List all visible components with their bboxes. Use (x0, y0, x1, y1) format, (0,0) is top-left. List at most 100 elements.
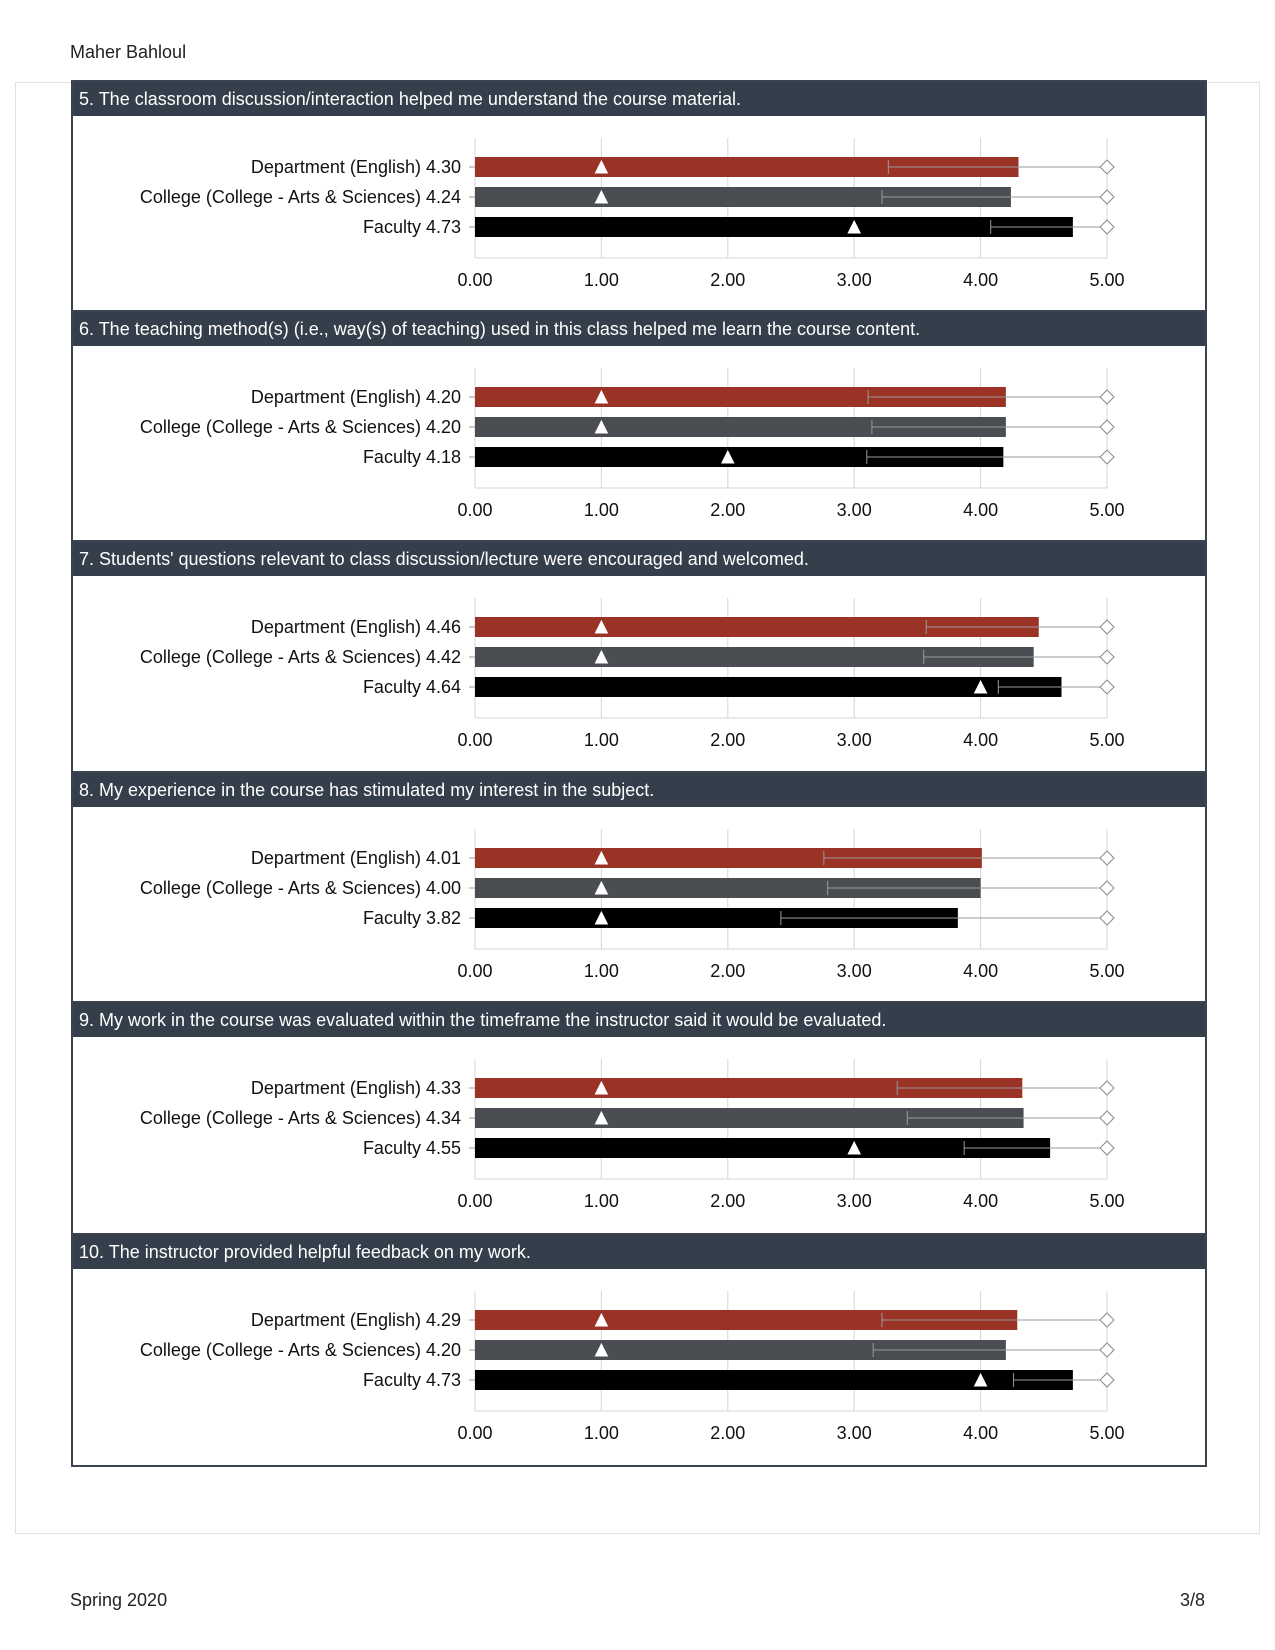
max-marker-diamond (1099, 1080, 1115, 1096)
question-title: 5. The classroom discussion/interaction … (73, 82, 1205, 116)
bar (475, 1108, 1024, 1128)
x-tick-label: 4.00 (963, 270, 998, 290)
bar (475, 387, 1006, 407)
min-marker-triangle (594, 189, 609, 204)
x-tick-label: 0.00 (457, 1423, 492, 1443)
bar (475, 1078, 1023, 1098)
x-tick-label: 2.00 (710, 961, 745, 981)
x-tick-label: 2.00 (710, 1191, 745, 1211)
max-marker-diamond (1099, 850, 1115, 866)
question-panel: 8. My experience in the course has stimu… (71, 771, 1207, 1005)
x-tick-label: 2.00 (710, 1423, 745, 1443)
x-tick-label: 1.00 (584, 1423, 619, 1443)
question-title: 9. My work in the course was evaluated w… (73, 1003, 1205, 1037)
x-tick-label: 5.00 (1089, 961, 1124, 981)
max-marker-diamond (1099, 880, 1115, 896)
footer-term: Spring 2020 (70, 1590, 168, 1610)
max-marker-diamond (1099, 389, 1115, 405)
question-panel: 7. Students' questions relevant to class… (71, 540, 1207, 774)
max-marker-diamond (1099, 649, 1115, 665)
question-panel: 9. My work in the course was evaluated w… (71, 1001, 1207, 1235)
x-tick-label: 5.00 (1089, 1423, 1124, 1443)
category-label: College (College - Arts & Sciences) 4.24 (140, 187, 461, 207)
category-label: College (College - Arts & Sciences) 4.20 (140, 417, 461, 437)
min-marker-triangle (594, 1312, 609, 1327)
max-marker-diamond (1099, 910, 1115, 926)
bar-chart: 0.00 1.00 2.00 3.00 4.00 5.00 Department (Engl… (140, 1059, 1125, 1211)
category-label: Department (English) 4.33 (251, 1078, 461, 1098)
bar (475, 1370, 1073, 1390)
max-marker-diamond (1099, 1140, 1115, 1156)
category-label: Department (English) 4.20 (251, 387, 461, 407)
bar-chart: 0.00 1.00 2.00 3.00 4.00 5.00 Department (Engl… (140, 138, 1125, 290)
min-marker-triangle (594, 880, 609, 895)
category-label: College (College - Arts & Sciences) 4.34 (140, 1108, 461, 1128)
max-marker-diamond (1099, 159, 1115, 175)
question-title: 6. The teaching method(s) (i.e., way(s) … (73, 312, 1205, 346)
category-label: College (College - Arts & Sciences) 4.00 (140, 878, 461, 898)
x-tick-label: 2.00 (710, 500, 745, 520)
max-marker-diamond (1099, 679, 1115, 695)
x-tick-label: 0.00 (457, 500, 492, 520)
x-tick-label: 0.00 (457, 270, 492, 290)
bar (475, 187, 1011, 207)
min-marker-triangle (847, 219, 862, 234)
x-tick-label: 3.00 (837, 500, 872, 520)
category-label: Faculty 4.55 (363, 1138, 461, 1158)
bar-chart: 0.00 1.00 2.00 3.00 4.00 5.00 Department (Engl… (140, 368, 1125, 520)
max-marker-diamond (1099, 619, 1115, 635)
max-marker-diamond (1099, 419, 1115, 435)
x-tick-label: 1.00 (584, 730, 619, 750)
min-marker-triangle (594, 649, 609, 664)
question-panel: 5. The classroom discussion/interaction … (71, 80, 1207, 314)
min-marker-triangle (594, 910, 609, 925)
category-label: College (College - Arts & Sciences) 4.42 (140, 647, 461, 667)
category-label: Department (English) 4.46 (251, 617, 461, 637)
min-marker-triangle (594, 419, 609, 434)
x-tick-label: 3.00 (837, 1423, 872, 1443)
min-marker-triangle (594, 159, 609, 174)
bar (475, 617, 1039, 637)
x-tick-label: 3.00 (837, 270, 872, 290)
category-label: Faculty 4.18 (363, 447, 461, 467)
bar (475, 157, 1019, 177)
footer-page-number: 3/8 (1180, 1590, 1206, 1610)
min-marker-triangle (594, 850, 609, 865)
x-tick-label: 3.00 (837, 1191, 872, 1211)
category-label: Department (English) 4.30 (251, 157, 461, 177)
min-marker-triangle (594, 1342, 609, 1357)
bar-chart: 0.00 1.00 2.00 3.00 4.00 5.00 Department (Engl… (140, 1291, 1125, 1443)
x-tick-label: 1.00 (584, 961, 619, 981)
x-tick-label: 3.00 (837, 730, 872, 750)
category-label: College (College - Arts & Sciences) 4.20 (140, 1340, 461, 1360)
x-tick-label: 4.00 (963, 730, 998, 750)
bar (475, 1138, 1051, 1158)
x-tick-label: 5.00 (1089, 270, 1124, 290)
max-marker-diamond (1099, 189, 1115, 205)
x-tick-label: 4.00 (963, 500, 998, 520)
max-marker-diamond (1099, 1312, 1115, 1328)
x-tick-label: 0.00 (457, 961, 492, 981)
min-marker-triangle (594, 1080, 609, 1095)
bar (475, 417, 1006, 437)
bar-chart: 0.00 1.00 2.00 3.00 4.00 5.00 Department (Engl… (140, 829, 1125, 981)
min-marker-triangle (973, 679, 988, 694)
question-panel: 6. The teaching method(s) (i.e., way(s) … (71, 310, 1207, 544)
question-title: 10. The instructor provided helpful feed… (73, 1235, 1205, 1269)
min-marker-triangle (594, 389, 609, 404)
x-tick-label: 1.00 (584, 500, 619, 520)
x-tick-label: 2.00 (710, 730, 745, 750)
category-label: Faculty 4.73 (363, 217, 461, 237)
category-label: Department (English) 4.29 (251, 1310, 461, 1330)
x-tick-label: 4.00 (963, 1423, 998, 1443)
x-tick-label: 3.00 (837, 961, 872, 981)
question-title: 8. My experience in the course has stimu… (73, 773, 1205, 807)
max-marker-diamond (1099, 449, 1115, 465)
max-marker-diamond (1099, 1110, 1115, 1126)
min-marker-triangle (973, 1372, 988, 1387)
x-tick-label: 0.00 (457, 1191, 492, 1211)
min-marker-triangle (847, 1140, 862, 1155)
category-label: Faculty 4.64 (363, 677, 461, 697)
bar (475, 447, 1004, 467)
bar (475, 677, 1062, 697)
